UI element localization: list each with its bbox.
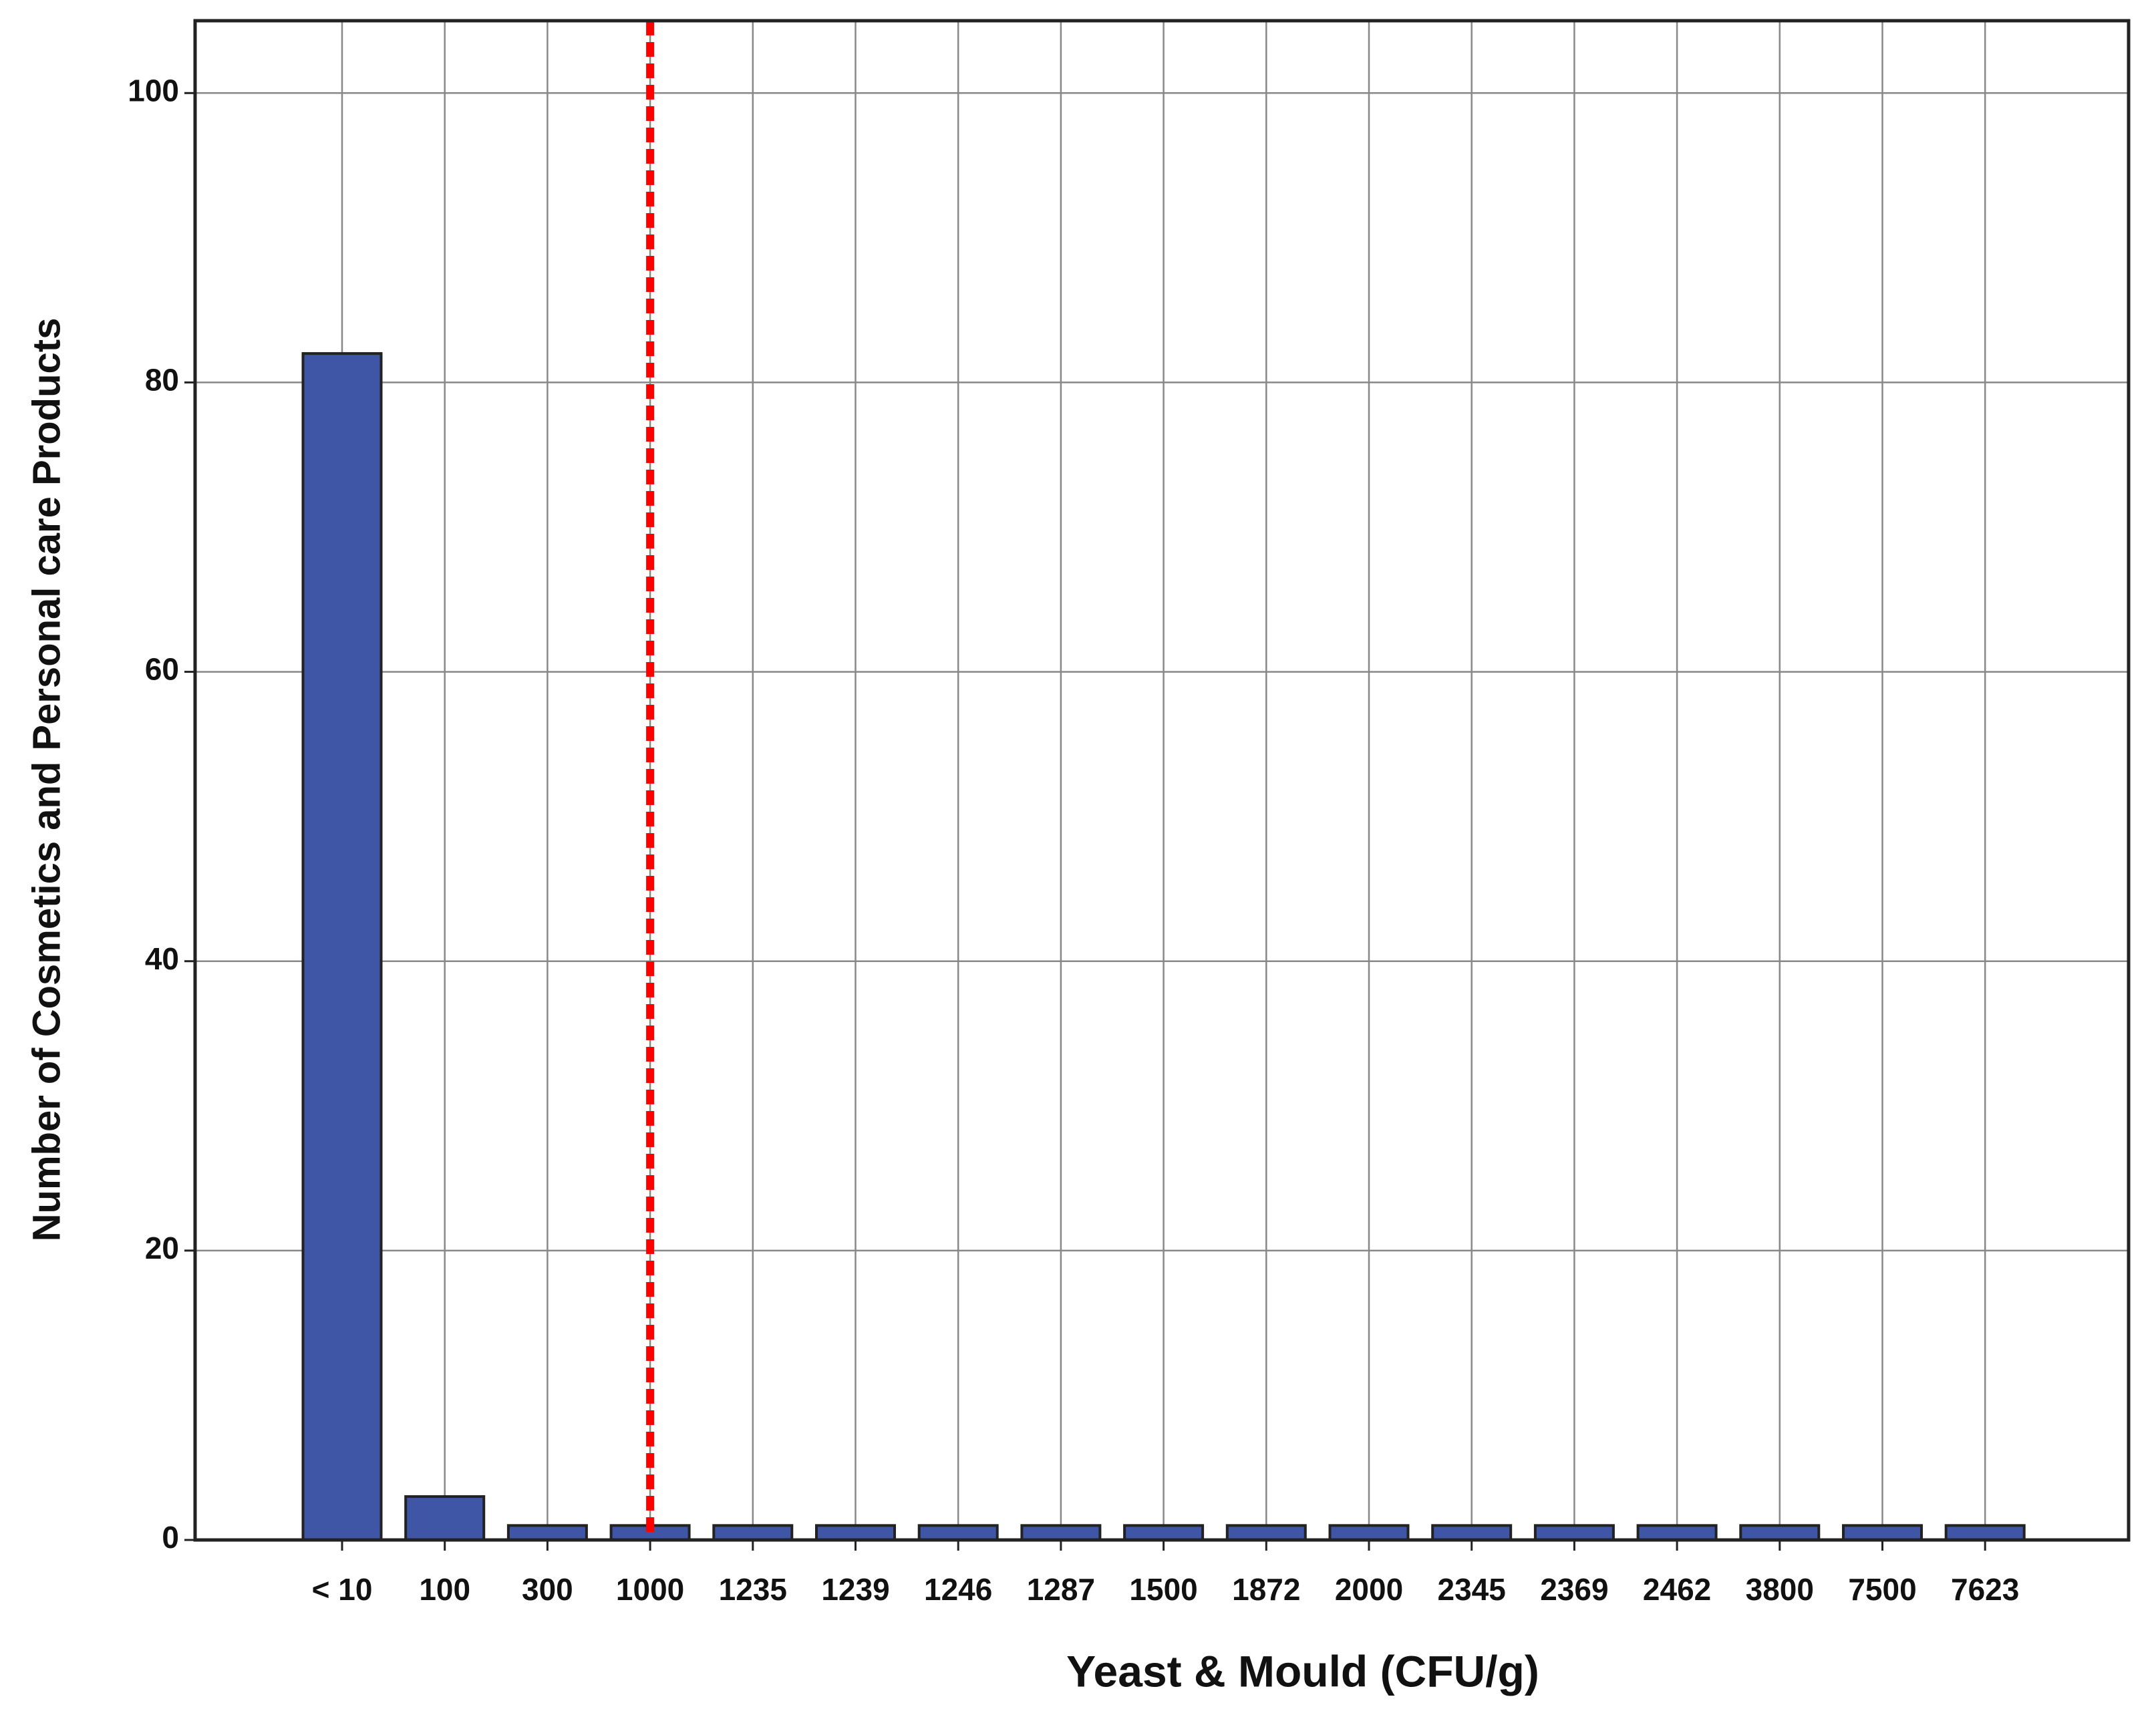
x-tick-label: 2000	[1335, 1572, 1403, 1607]
bar	[1123, 1524, 1205, 1541]
bar	[1328, 1524, 1410, 1541]
y-tick-label: 40	[145, 941, 179, 976]
x-tick-label: 7623	[1951, 1572, 2019, 1607]
x-tick-label: 1000	[616, 1572, 684, 1607]
x-tick-label: < 10	[312, 1572, 373, 1607]
x-tick-label: 1246	[924, 1572, 992, 1607]
x-tick-label: 1287	[1027, 1572, 1095, 1607]
x-tick-label: 1500	[1129, 1572, 1197, 1607]
y-tick-label: 0	[162, 1520, 179, 1555]
bar	[917, 1524, 999, 1541]
bar	[1636, 1524, 1718, 1541]
bar	[301, 352, 383, 1541]
x-tick-label: 300	[522, 1572, 573, 1607]
x-tick-label: 2345	[1438, 1572, 1506, 1607]
x-tick-label: 3800	[1746, 1572, 1814, 1607]
y-tick-label: 100	[128, 73, 179, 108]
bar	[1431, 1524, 1513, 1541]
bar	[1533, 1524, 1615, 1541]
plot-frame	[193, 19, 2131, 1542]
bar	[1225, 1524, 1307, 1541]
y-tick-label: 80	[145, 363, 179, 398]
x-tick-label: 100	[419, 1572, 470, 1607]
bar	[506, 1524, 588, 1541]
y-axis-title: Number of Cosmetics and Personal care Pr…	[25, 318, 68, 1242]
bar	[1842, 1524, 1923, 1541]
x-tick-label: 1239	[821, 1572, 889, 1607]
x-axis-title: Yeast & Mould (CFU/g)	[1066, 1646, 1539, 1696]
x-tick-label: 1235	[719, 1572, 787, 1607]
bar	[1020, 1524, 1102, 1541]
y-tick-label: 20	[145, 1231, 179, 1265]
bar	[1739, 1524, 1821, 1541]
bar	[815, 1524, 896, 1541]
x-tick-label: 1872	[1232, 1572, 1300, 1607]
x-tick-label: 2369	[1540, 1572, 1608, 1607]
bar	[712, 1524, 794, 1541]
bar	[404, 1495, 486, 1541]
y-tick-label: 60	[145, 652, 179, 687]
bar	[1944, 1524, 2026, 1541]
x-tick-label: 7500	[1848, 1572, 1916, 1607]
x-tick-label: 2462	[1643, 1572, 1711, 1607]
